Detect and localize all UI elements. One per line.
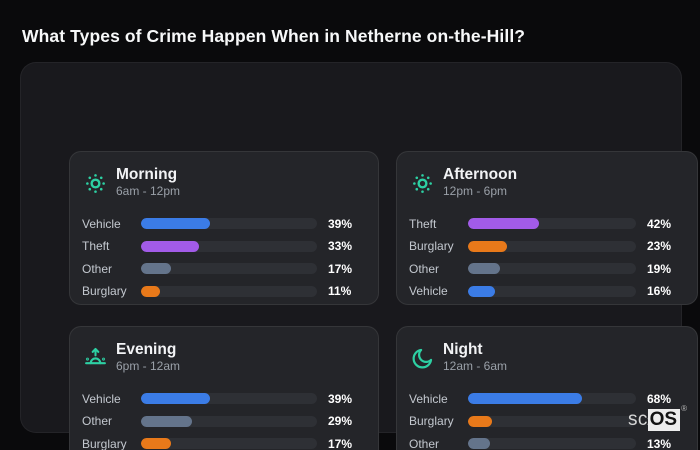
bar-value-label: 39%	[328, 216, 353, 231]
sun-icon	[409, 170, 436, 197]
panel-time-range: 6am - 12pm	[116, 184, 181, 199]
panel-time-range: 6pm - 12am	[116, 359, 181, 374]
bar-fill	[468, 415, 492, 427]
bar-fill	[141, 438, 171, 449]
bar-row: Vehicle 68%	[409, 391, 685, 406]
scos-logo-prefix: sc	[628, 409, 648, 430]
bar-value-label: 68%	[647, 391, 672, 406]
bar-value-label: 39%	[328, 391, 353, 406]
crime-category-label: Vehicle	[82, 391, 121, 406]
panel-title: Evening	[116, 341, 177, 359]
bar-track	[141, 218, 317, 229]
bar-row: Theft 42%	[409, 216, 685, 231]
bar-track	[141, 263, 317, 274]
morning-panel-header: Morning 6am - 12pm	[82, 163, 366, 203]
bar-row: Vehicle 39%	[82, 391, 366, 406]
bar-track	[468, 415, 636, 427]
bar-row: Other 29%	[82, 414, 366, 428]
bar-chart: Vehicle 39% Theft 33% Other 17% Burglary…	[82, 216, 366, 299]
bar-track	[468, 393, 636, 404]
bar-track	[141, 393, 317, 404]
crime-category-label: Burglary	[409, 239, 454, 253]
bar-row: Burglary 23%	[409, 239, 685, 253]
scos-logo-suffix: OS	[647, 409, 681, 431]
bar-chart: Vehicle 39% Other 29% Burglary 17% Theft…	[82, 391, 366, 450]
panel-title: Night	[443, 341, 483, 359]
crime-category-label: Other	[409, 436, 440, 450]
bar-value-label: 11%	[328, 284, 352, 298]
scos-logo: sc OS ®	[628, 405, 687, 431]
bar-value-label: 13%	[647, 436, 672, 450]
bar-track	[468, 263, 636, 274]
bar-fill	[468, 438, 490, 449]
bar-row: Vehicle 39%	[82, 216, 366, 231]
crime-category-label: Theft	[409, 216, 437, 231]
bar-track	[468, 240, 636, 252]
bar-track	[468, 285, 636, 297]
bar-track	[141, 415, 317, 427]
bar-fill	[468, 240, 507, 252]
crime-category-label: Vehicle	[409, 284, 448, 298]
bar-track	[468, 218, 636, 229]
bar-value-label: 23%	[647, 239, 672, 253]
sun-icon	[82, 170, 109, 197]
bar-chart: Theft 42% Burglary 23% Other 19% Vehicle…	[409, 216, 685, 299]
panel-time-range: 12am - 6am	[443, 359, 508, 374]
crime-category-label: Other	[82, 414, 113, 428]
bar-fill	[468, 263, 500, 274]
bar-fill	[141, 285, 161, 297]
bar-fill	[468, 218, 539, 229]
bar-track	[141, 240, 317, 252]
bar-value-label: 16%	[647, 284, 672, 298]
crime-category-label: Vehicle	[82, 216, 121, 231]
morning-panel: Morning 6am - 12pm Vehicle 39% Theft 33%…	[69, 151, 379, 305]
bar-value-label: 29%	[328, 414, 353, 428]
bar-row: Other 17%	[82, 261, 366, 276]
page-title: What Types of Crime Happen When in Nethe…	[22, 26, 526, 46]
afternoon-panel: Afternoon 12pm - 6pm Theft 42% Burglary …	[396, 151, 698, 305]
bar-chart: Vehicle 68% Burglary 14% Other 13% Theft…	[409, 391, 685, 450]
bar-row: Other 19%	[409, 261, 685, 276]
sunrise-icon	[82, 345, 109, 372]
afternoon-panel-header: Afternoon 12pm - 6pm	[409, 163, 685, 203]
crime-category-label: Burglary	[82, 284, 127, 298]
bar-row: Burglary 17%	[82, 436, 366, 450]
bar-row: Theft 33%	[82, 239, 366, 253]
bar-row: Burglary 11%	[82, 284, 366, 298]
bar-fill	[141, 218, 210, 229]
bar-track	[141, 285, 317, 297]
bar-fill	[468, 393, 583, 404]
crime-category-label: Theft	[82, 239, 110, 253]
bar-value-label: 17%	[328, 436, 353, 450]
bar-fill	[468, 285, 495, 297]
bar-fill	[141, 240, 200, 252]
bar-value-label: 33%	[328, 239, 353, 253]
bar-row: Other 13%	[409, 436, 685, 450]
crime-category-label: Burglary	[82, 436, 127, 450]
crime-category-label: Vehicle	[409, 391, 448, 406]
bar-row: Vehicle 16%	[409, 284, 685, 298]
registered-trademark-icon: ®	[681, 404, 687, 413]
panel-title: Afternoon	[443, 166, 518, 184]
bar-value-label: 19%	[647, 261, 672, 276]
bar-value-label: 42%	[647, 216, 672, 231]
bar-track	[468, 438, 636, 449]
bar-fill	[141, 263, 171, 274]
night-panel-header: Night 12am - 6am	[409, 338, 685, 378]
bar-value-label: 17%	[328, 261, 353, 276]
night-panel: Night 12am - 6am Vehicle 68% Burglary 14…	[396, 326, 698, 450]
crime-category-label: Other	[409, 261, 440, 276]
crime-category-label: Other	[82, 261, 113, 276]
bar-fill	[141, 393, 210, 404]
moon-icon	[409, 345, 436, 372]
panel-title: Morning	[116, 166, 178, 184]
crime-category-label: Burglary	[409, 414, 454, 428]
bar-fill	[141, 415, 193, 427]
bar-track	[141, 438, 317, 449]
evening-panel-header: Evening 6pm - 12am	[82, 338, 366, 378]
panel-time-range: 12pm - 6pm	[443, 184, 508, 199]
evening-panel: Evening 6pm - 12am Vehicle 39% Other 29%…	[69, 326, 379, 450]
dashboard-container: Morning 6am - 12pm Vehicle 39% Theft 33%…	[20, 62, 698, 450]
